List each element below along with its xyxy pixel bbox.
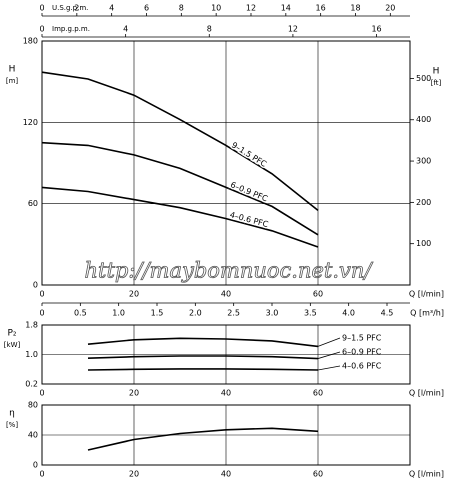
x-tick-label: 0 [39,290,44,299]
y-tick-label: 0 [33,281,38,290]
y-tick-label: 1.0 [25,350,38,359]
y-tick-label: 40 [28,431,38,440]
top-axis-tick-label: 10 [211,4,221,13]
bottom-axis-tick-label: 1.5 [151,309,164,318]
x-tick-label: 60 [313,470,323,479]
series-label: 4–0.6 PFC [229,210,270,229]
y2-tick-label: 400 [416,115,431,124]
top-axis-tick-label: 0 [39,25,44,34]
y-axis-label: η [9,409,15,419]
leader-line [317,365,341,371]
top-axis-tick-label: 0 [39,4,44,13]
top-axis-tick-label: 6 [144,4,149,13]
curve [41,141,319,236]
top-axis-tick-label: 2 [74,4,79,13]
x-tick-label: 60 [313,290,323,299]
series-label: 9–1.5 PFC [230,140,269,169]
y-axis-unit: [m] [6,77,19,85]
y-tick-label: 0.2 [25,380,38,389]
bottom-axis-tick-label: 0.5 [74,309,87,318]
x-tick-label: 40 [221,290,231,299]
top-axis-tick-label: 12 [288,25,298,34]
bottom-axis-tick-label: 4.0 [342,309,355,318]
curve [87,337,319,348]
y2-axis-label: H [433,67,440,77]
series-label: 4–0.6 PFC [342,362,382,371]
top-axis-tick-label: 8 [179,4,184,13]
curve [87,427,319,451]
x-tick-label: 0 [39,470,44,479]
bottom-axis-tick-label: 2.0 [189,309,202,318]
curve [87,355,319,360]
top-axis-tick-label: 4 [109,4,114,13]
top-axis-tick-label: 16 [371,25,381,34]
curve [41,71,319,212]
bottom-axis-tick-label: 2.5 [227,309,240,318]
y-tick-label: 120 [23,118,38,127]
x-tick-label: 40 [221,389,231,398]
top-axis-tick-label: 16 [316,4,326,13]
top-axis-tick-label: 18 [350,4,360,13]
leader-line [317,337,341,347]
y-axis-unit: [%] [6,421,18,429]
y-tick-label: 80 [28,401,38,410]
y2-tick-label: 300 [416,157,431,166]
bottom-axis-tick-label: 3.0 [266,309,279,318]
x-axis-label: Q [l/min] [409,470,444,479]
y-axis-label: P₂ [7,329,16,339]
curve [87,368,319,371]
curve [41,186,319,248]
x-tick-label: 0 [39,389,44,398]
y2-tick-label: 500 [416,74,431,83]
y2-tick-label: 200 [416,198,431,207]
x-tick-label: 60 [313,389,323,398]
y-axis-label: H [9,65,16,75]
x-tick-label: 40 [221,470,231,479]
y-tick-label: 0 [33,461,38,470]
top-axis-tick-label: 4 [123,25,128,34]
top-axis-tick-label: 12 [246,4,256,13]
bottom-axis-tick-label: 1.0 [112,309,125,318]
bottom-axis-tick-label: 4.5 [381,309,394,318]
y2-axis-unit: [ft] [431,79,442,87]
leader-line [317,351,341,359]
x-tick-label: 20 [129,389,139,398]
y-axis-unit: [kW] [4,341,21,349]
y2-tick-label: 100 [416,239,431,248]
bottom-axis-tick-label: 3.5 [304,309,317,318]
y-tick-label: 180 [23,37,38,46]
top-axis-label: U.S.g.p.m. [52,4,88,12]
watermark: http://maybomnuoc.net.vn/ [84,259,373,283]
top-axis-tick-label: 20 [385,4,395,13]
top-axis-tick-label: 8 [207,25,212,34]
x-axis-label: Q [l/min] [409,290,444,299]
x-axis-label: Q [l/min] [409,389,444,398]
x-tick-label: 20 [129,470,139,479]
top-axis-label: Imp.g.p.m. [52,25,90,33]
series-label: 6–0.9 PFC [342,348,382,357]
x-tick-label: 20 [129,290,139,299]
bottom-axis-tick-label: 0 [39,309,44,318]
y-tick-label: 60 [28,199,38,208]
bottom-axis-label: Q [m³/h] [410,309,444,318]
top-axis-tick-label: 14 [281,4,291,13]
series-label: 9–1.5 PFC [342,334,382,343]
y-tick-label: 1.8 [25,321,38,330]
